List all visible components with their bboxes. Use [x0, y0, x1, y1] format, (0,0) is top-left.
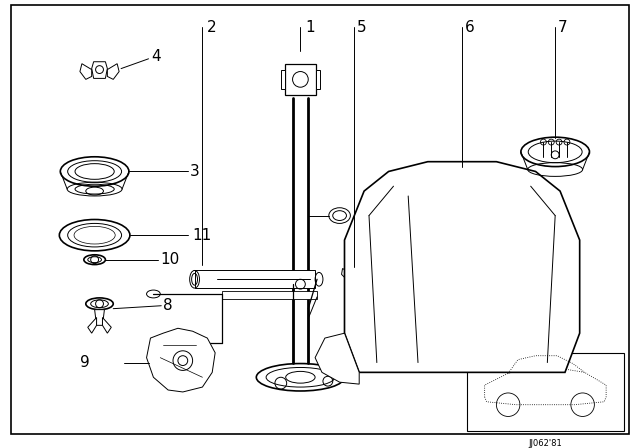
Polygon shape	[102, 318, 111, 333]
Polygon shape	[108, 64, 119, 79]
Text: 1: 1	[305, 20, 315, 35]
Text: 5: 5	[357, 20, 367, 35]
Polygon shape	[359, 268, 367, 278]
Polygon shape	[316, 69, 320, 89]
Polygon shape	[222, 291, 317, 299]
Text: 9: 9	[80, 355, 90, 370]
Polygon shape	[342, 268, 349, 278]
Polygon shape	[80, 64, 92, 79]
Polygon shape	[349, 267, 359, 277]
Text: 7: 7	[558, 20, 568, 35]
Polygon shape	[285, 64, 316, 95]
Polygon shape	[147, 328, 215, 392]
Polygon shape	[281, 69, 285, 89]
Text: 8: 8	[163, 298, 173, 313]
Polygon shape	[95, 310, 104, 325]
Polygon shape	[195, 271, 315, 288]
Text: 6: 6	[465, 20, 475, 35]
Polygon shape	[315, 333, 359, 384]
Text: JJ062'81: JJ062'81	[529, 439, 563, 448]
Text: 11: 11	[193, 228, 212, 243]
Text: 3: 3	[189, 164, 200, 179]
Polygon shape	[88, 318, 97, 333]
Text: 10: 10	[160, 252, 180, 267]
Polygon shape	[344, 162, 580, 372]
Text: 4: 4	[152, 49, 161, 65]
Text: 2: 2	[207, 20, 217, 35]
Polygon shape	[92, 62, 108, 78]
Bar	[467, 353, 624, 431]
